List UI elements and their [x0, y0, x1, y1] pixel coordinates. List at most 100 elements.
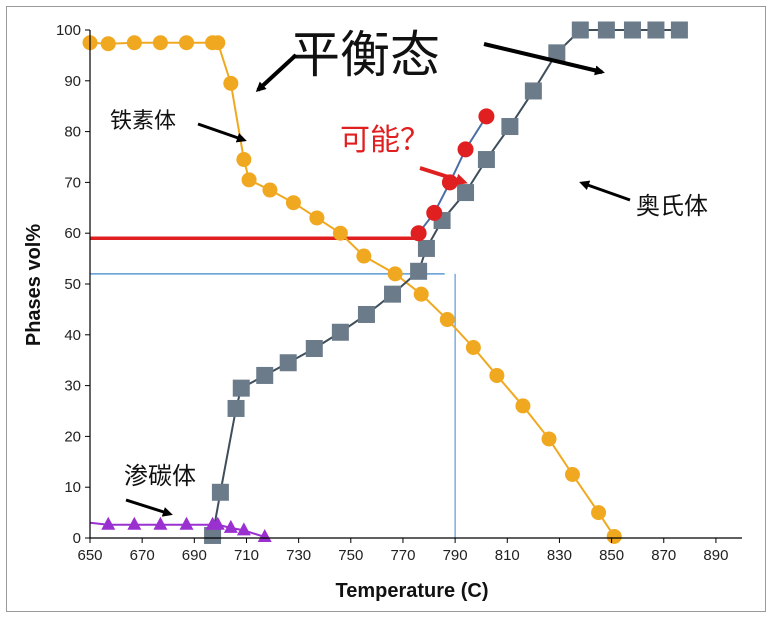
point-ferrite	[439, 312, 455, 328]
point-austenite	[279, 354, 297, 372]
point-ferrite	[489, 367, 505, 383]
point-austenite	[384, 285, 402, 303]
point-ferrite	[262, 182, 278, 198]
point-ferrite	[515, 398, 531, 414]
point-austenite	[256, 366, 274, 384]
y-tick-label: 10	[64, 479, 81, 496]
series-markers	[82, 21, 688, 544]
point-austenite	[670, 21, 688, 39]
point-austenite	[357, 305, 375, 323]
y-tick-label: 50	[64, 276, 81, 293]
point-ferrite	[152, 35, 168, 51]
point-austenite	[227, 399, 245, 417]
point-ferrite	[606, 528, 622, 544]
arrow-equilibrium-left	[255, 53, 298, 93]
point-ferrite	[285, 195, 301, 211]
point-cementite	[223, 519, 238, 533]
point-ferrite	[126, 35, 142, 51]
point-possible	[426, 204, 443, 221]
point-austenite	[211, 483, 229, 501]
x-axis-label: Temperature (C)	[336, 580, 489, 602]
y-tick-label: 40	[64, 327, 81, 344]
y-axis-label: Phases vol%	[23, 224, 45, 347]
y-tick-label: 100	[56, 22, 81, 39]
x-tick-label: 670	[130, 547, 155, 564]
x-tick-label: 790	[443, 547, 468, 564]
point-cementite	[101, 516, 116, 530]
point-austenite	[331, 323, 349, 341]
point-austenite	[597, 21, 615, 39]
annotation-possible: 可能？	[340, 123, 430, 158]
annotation-ferrite: 铁素体	[110, 109, 176, 134]
point-austenite	[548, 44, 566, 62]
point-cementite	[210, 516, 225, 530]
arrow-cementite	[125, 498, 173, 517]
arrow-equilibrium-right	[483, 42, 605, 76]
point-possible	[457, 141, 474, 158]
point-austenite	[571, 21, 589, 39]
point-ferrite	[178, 35, 194, 51]
x-tick-label: 690	[182, 547, 207, 564]
point-ferrite	[100, 36, 116, 52]
y-tick-label: 90	[64, 73, 81, 90]
point-cementite	[127, 516, 142, 530]
point-cementite	[179, 516, 194, 530]
x-tick-label: 850	[599, 547, 624, 564]
point-austenite	[417, 239, 435, 257]
x-tick-label: 750	[338, 547, 363, 564]
point-ferrite	[210, 35, 226, 51]
x-tick-label: 650	[77, 547, 102, 564]
point-austenite	[232, 379, 250, 397]
point-austenite	[623, 21, 641, 39]
series-line-cementite	[89, 521, 266, 538]
x-tick-label: 770	[390, 547, 415, 564]
x-tick-label: 730	[286, 547, 311, 564]
point-cementite	[153, 516, 168, 530]
arrow-austenite	[579, 180, 631, 202]
tick-labels: 650 670 690 710 730 750 770 790 810 830 850 870 890 0…	[56, 22, 728, 564]
point-possible	[410, 225, 427, 242]
point-austenite	[204, 526, 222, 544]
point-austenite	[524, 82, 542, 100]
y-tick-label: 70	[64, 174, 81, 191]
y-tick-label: 30	[64, 378, 81, 395]
point-cementite	[236, 522, 251, 536]
point-ferrite	[591, 505, 607, 521]
x-tick-label: 830	[547, 547, 572, 564]
annotation-cementite: 渗碳体	[124, 462, 196, 490]
arrow-ferrite	[197, 122, 247, 143]
point-ferrite	[541, 431, 557, 447]
point-ferrite	[309, 210, 325, 226]
reference-lines	[90, 236, 456, 538]
y-tick-label: 20	[64, 428, 81, 445]
x-tick-label: 870	[651, 547, 676, 564]
y-tick-label: 80	[64, 124, 81, 141]
point-austenite	[410, 262, 428, 280]
point-austenite	[457, 184, 475, 202]
point-ferrite	[236, 152, 252, 168]
point-ferrite	[387, 266, 403, 282]
point-austenite	[477, 151, 495, 169]
point-austenite	[305, 340, 323, 358]
point-possible	[478, 108, 495, 125]
point-cementite	[257, 528, 272, 542]
point-ferrite	[413, 286, 429, 302]
annotation-equilibrium: 平衡态	[290, 26, 440, 84]
point-ferrite	[241, 172, 257, 188]
point-austenite	[501, 118, 519, 136]
point-ferrite	[332, 225, 348, 241]
x-tick-label: 890	[703, 547, 728, 564]
point-ferrite	[223, 75, 239, 91]
annotation-austenite: 奥氏体	[636, 192, 708, 220]
arrow-possible	[419, 166, 468, 186]
x-tick-label: 710	[234, 547, 259, 564]
point-ferrite	[465, 340, 481, 355]
point-austenite	[647, 21, 665, 39]
y-tick-label: 0	[73, 530, 81, 547]
y-tick-label: 60	[64, 225, 81, 242]
plot-area	[90, 30, 742, 538]
point-ferrite	[564, 467, 580, 482]
point-ferrite	[356, 248, 372, 264]
x-tick-label: 810	[495, 547, 520, 564]
